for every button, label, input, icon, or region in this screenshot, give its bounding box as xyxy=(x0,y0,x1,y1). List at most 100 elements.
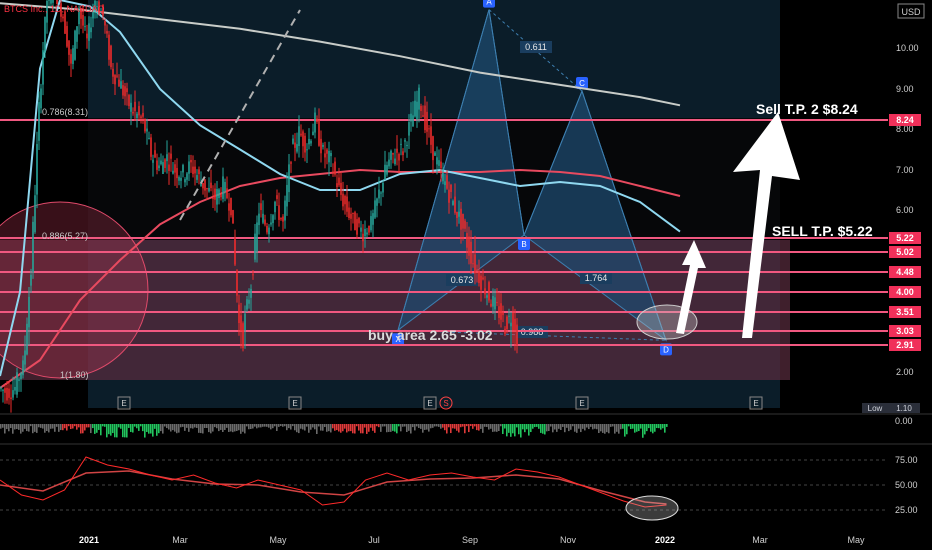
time-axis-labels: 2021 Mar May Jul Sep Nov 2022 Mar May xyxy=(79,535,865,545)
candle-body xyxy=(170,153,172,159)
candle-body xyxy=(506,316,508,329)
candle-body xyxy=(498,306,500,318)
histogram-bar xyxy=(160,424,162,432)
histogram-bar xyxy=(96,424,98,433)
histogram-bar xyxy=(126,424,128,438)
histogram-bar xyxy=(272,424,274,429)
arrow-up-large xyxy=(733,112,800,338)
price-level-label: 2.91 xyxy=(896,340,914,350)
candle-body xyxy=(78,11,80,25)
histogram-bar xyxy=(454,424,456,429)
histogram-bar xyxy=(230,424,232,432)
candle-body xyxy=(4,388,6,393)
price-level-label: 4.48 xyxy=(896,267,914,277)
price-level-box xyxy=(889,325,921,337)
histogram-bar xyxy=(368,424,370,432)
histogram-bar xyxy=(314,424,316,430)
histogram-bar xyxy=(488,424,490,430)
histogram-bar xyxy=(466,424,468,427)
histogram-bar xyxy=(336,424,338,431)
candle-body xyxy=(146,128,148,132)
histogram-pane[interactable]: 0.00 xyxy=(0,413,932,438)
candle-body xyxy=(338,177,340,186)
histogram-bar xyxy=(538,424,540,429)
histogram-bar xyxy=(598,424,600,434)
histogram-bar xyxy=(340,424,342,433)
histogram-bar xyxy=(516,424,518,428)
histogram-bar xyxy=(630,424,632,430)
histogram-bar xyxy=(570,424,572,430)
oscillator-pane[interactable]: 75.00 50.00 25.00 xyxy=(0,443,932,521)
candle-body xyxy=(92,12,94,19)
candle-body xyxy=(326,149,328,154)
price-axis[interactable]: USD 10.00 9.00 8.00 7.00 6.00 2.00 8.24 5.22 5.… xyxy=(862,0,932,413)
histogram-bar xyxy=(536,424,538,427)
candle-body xyxy=(280,218,282,220)
candle-body xyxy=(118,79,120,87)
currency-box[interactable] xyxy=(897,3,925,19)
histogram-bar xyxy=(590,424,592,427)
candle-body xyxy=(150,137,152,157)
histogram-bar xyxy=(42,424,44,429)
candle-body xyxy=(112,68,114,77)
time-axis-label: May xyxy=(269,535,287,545)
histogram-bar xyxy=(70,424,72,430)
histogram-bar xyxy=(66,424,68,431)
candle-body xyxy=(420,105,422,111)
candle-body xyxy=(418,87,420,110)
candle-body xyxy=(456,211,458,218)
histogram-bar xyxy=(276,424,278,431)
histogram-bar xyxy=(554,424,556,430)
histogram-bar xyxy=(52,424,54,429)
histogram-bar xyxy=(550,424,552,427)
candle-body xyxy=(356,219,358,235)
histogram-bar xyxy=(522,424,524,430)
candle-body xyxy=(194,166,196,174)
histogram-bar xyxy=(662,424,664,429)
histogram-bar xyxy=(68,424,70,427)
candle-body xyxy=(514,318,516,331)
histogram-bar xyxy=(108,424,110,435)
histogram-bar xyxy=(136,424,138,429)
histogram-bar xyxy=(20,424,22,434)
time-axis[interactable]: 2021 Mar May Jul Sep Nov 2022 Mar May xyxy=(0,532,932,550)
candle-body xyxy=(26,323,28,355)
candle-body xyxy=(292,138,294,144)
candle-body xyxy=(264,219,266,225)
histogram-bar xyxy=(152,424,154,437)
histogram-bar xyxy=(16,424,18,430)
candle-body xyxy=(44,16,46,53)
histogram-bar xyxy=(14,424,16,430)
candle-body xyxy=(274,201,276,213)
histogram-bar xyxy=(234,424,236,432)
histogram-bar xyxy=(322,424,324,431)
candle-body xyxy=(322,144,324,147)
histogram-bar xyxy=(306,424,308,427)
histogram-bar xyxy=(94,424,96,434)
histogram-bar xyxy=(260,424,262,428)
histogram-bar xyxy=(10,424,12,429)
candle-body xyxy=(36,144,38,195)
candle-body xyxy=(512,313,514,331)
histogram-bar xyxy=(472,424,474,429)
histogram-bar xyxy=(552,424,554,433)
osc-tick-label: 50.00 xyxy=(895,480,918,490)
histogram-bar xyxy=(396,424,398,434)
candle-body xyxy=(38,102,40,141)
histogram-bar xyxy=(354,424,356,434)
histogram-bar xyxy=(462,424,464,427)
candle-body xyxy=(108,34,110,60)
histogram-bar xyxy=(172,424,174,431)
candle-body xyxy=(180,177,182,181)
histogram-bar xyxy=(620,424,622,430)
candle-body xyxy=(212,197,214,199)
candle-body xyxy=(408,122,410,136)
highlight-ellipse-osc xyxy=(625,495,679,521)
histogram-bar xyxy=(436,424,438,427)
candle-body xyxy=(324,153,326,158)
histogram-bar xyxy=(596,424,598,430)
harmonic-point-label: X xyxy=(395,335,401,344)
candle-body xyxy=(318,120,320,146)
